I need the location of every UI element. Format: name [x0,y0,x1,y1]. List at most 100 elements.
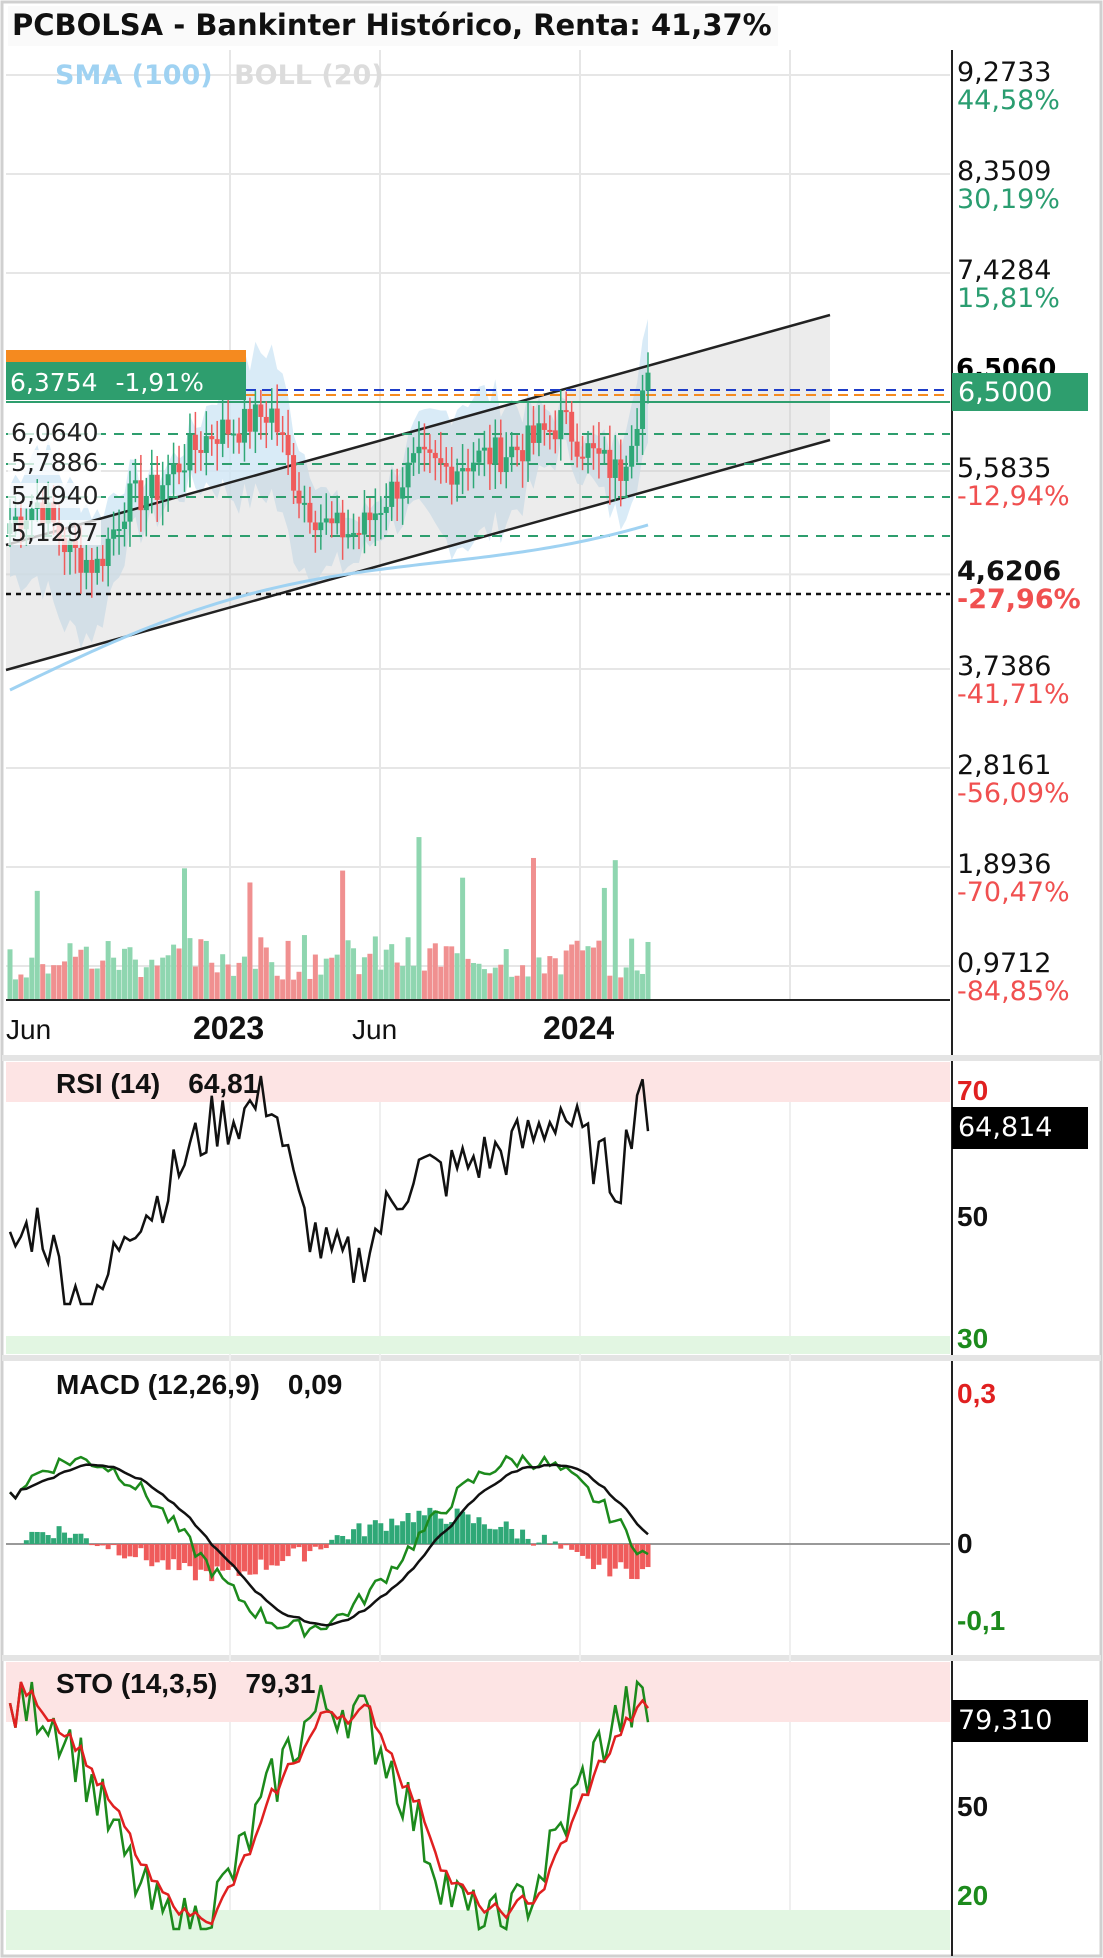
candle-body [127,483,133,522]
macd-histogram-bar [580,1544,586,1556]
candle-body [12,516,18,524]
volume-bar [345,940,351,1000]
macd-histogram-bar [209,1544,215,1582]
macd-histogram-bar [443,1523,449,1544]
candle-body [498,437,504,473]
macd-histogram-bar [231,1544,237,1567]
candle-body [231,433,237,436]
volume-bar [443,946,449,1000]
macd-histogram-bar [62,1532,68,1544]
macd-histogram-bar [176,1544,182,1571]
macd-histogram-bar [67,1537,73,1544]
macd-histogram-bar [432,1510,438,1544]
volume-bar [160,957,166,1000]
current-price-tag: 6,5000 [952,373,1088,411]
macd-histogram-bar [612,1544,618,1569]
candle-body [405,462,411,488]
candle-body [122,521,128,529]
macd-histogram-bar [465,1514,471,1544]
volume-bar [62,961,68,1000]
volume-bar [23,977,29,1000]
macd-histogram-bar [405,1513,411,1544]
candle-body [40,502,46,524]
volume-bar [356,974,362,1000]
price-axis-value: 8,3509 [957,155,1052,187]
candle-body [220,419,226,444]
macd-histogram-bar [198,1544,204,1570]
macd-histogram-bar [351,1529,357,1544]
volume-bar [220,954,226,1000]
macd-histogram-bar [536,1542,542,1544]
volume-bar [618,977,624,1000]
volume-bar [536,957,542,1000]
sto-value: 79,31 [245,1668,316,1699]
volume-bar [351,948,357,1000]
volume-bar [432,943,438,1000]
candle-body [612,459,618,478]
macd-histogram-bar [318,1544,324,1550]
macd-histogram-bar [530,1544,536,1546]
candle-body [329,518,335,524]
volume-bar [318,974,324,1000]
macd-histogram-bar [394,1525,400,1544]
candle-body [536,423,542,443]
candle-body [558,410,564,440]
macd-histogram-bar [138,1544,144,1549]
volume-bar [89,968,95,1000]
volume-bar [198,939,204,1000]
candle-body [443,463,449,467]
macd-histogram-bar [569,1544,575,1550]
volume-bar [94,968,100,1000]
volume-bar [569,944,575,1000]
candle-body [607,449,613,478]
macd-histogram-bar [361,1536,367,1544]
candle-body [438,458,444,464]
volume-bar [645,941,651,1000]
sma-line [9,523,649,692]
macd-histogram-bar [476,1517,482,1544]
macd-histogram-bar [574,1544,580,1552]
volume-bar [476,963,482,1000]
volume-bar [192,966,198,1000]
candle-body [465,468,471,472]
macd-histogram-bar [263,1544,269,1570]
macd-histogram-bar [416,1510,422,1544]
sto-overbought-zone [6,1662,950,1722]
volume-bar [361,957,367,1000]
macd-histogram-bar [492,1529,498,1544]
candle-body [318,522,324,531]
volume-bar [383,949,389,1000]
panel-separator-2 [2,1655,1101,1661]
candle-body [263,416,269,423]
rsi-level-30: 30 [957,1323,989,1354]
candle-body [78,547,84,573]
volume-bar [247,882,253,1000]
legend-boll[interactable]: BOLL (20) [234,60,384,91]
volume-bar [132,959,138,1000]
candle-body [590,443,596,449]
macd-level-bottom: -0,1 [957,1605,1006,1636]
volume-bar [514,975,520,1000]
chart-title: PCBOLSA - Bankinter Histórico, Renta: 41… [8,6,778,46]
rsi-oversold-zone [6,1336,950,1354]
rsi-value: 64,81 [188,1068,259,1099]
macd-histogram-bar [438,1518,444,1544]
volume-bar [40,964,46,1000]
macd-histogram-bar [514,1538,520,1544]
volume-bar [547,956,553,1000]
volume-bar [241,956,247,1000]
macd-histogram-bar [236,1544,242,1576]
candle-body [416,446,422,454]
candle-body [432,452,438,459]
macd-histogram-bar [160,1544,166,1561]
candle-body [198,449,204,453]
candle-body [132,480,138,484]
volume-bar [122,948,128,1000]
volume-bar [340,870,346,1000]
macd-histogram-bar [449,1522,455,1544]
candle-body [449,466,455,485]
legend-sma[interactable]: SMA (100) [55,60,213,91]
candle-body [171,463,177,475]
volume-bar [203,940,209,1000]
